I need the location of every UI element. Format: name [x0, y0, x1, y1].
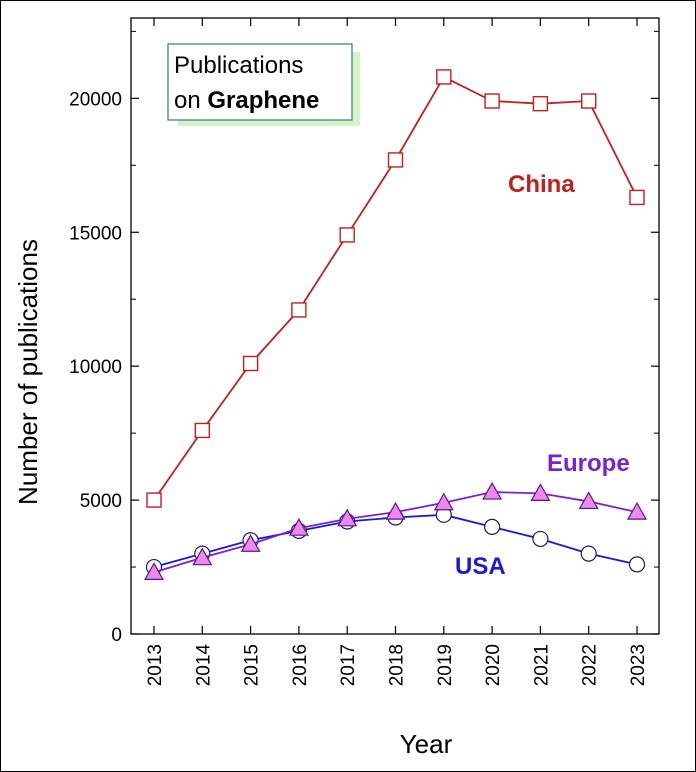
- title-box: [167, 43, 353, 121]
- y-tick-label: 0: [111, 625, 122, 646]
- x-tick-label: 2023: [628, 644, 649, 686]
- data-point-europe: [626, 501, 648, 520]
- data-point-europe: [337, 508, 358, 527]
- data-point-usa: [628, 556, 646, 573]
- data-point-china: [339, 227, 355, 243]
- title-line-2-prefix: on: [174, 87, 207, 114]
- y-tick-label: 15000: [69, 223, 122, 244]
- data-point-china: [629, 189, 645, 206]
- data-point-usa: [580, 545, 597, 562]
- plot-area: 0 5000 10000 15000 20000 2013 2014 2015 2016 2017…: [69, 17, 660, 687]
- data-point-europe: [288, 517, 309, 536]
- data-point-europe: [240, 534, 261, 552]
- data-point-china: [532, 96, 549, 112]
- data-point-europe: [433, 492, 454, 511]
- data-point-europe: [482, 481, 503, 500]
- x-tick-label: 2014: [193, 644, 214, 687]
- data-point-china: [242, 355, 259, 372]
- x-axis-title: Year: [400, 729, 453, 759]
- y-tick-label: 20000: [69, 89, 122, 110]
- data-point-europe: [530, 483, 551, 501]
- data-point-europe: [385, 501, 406, 520]
- x-tick-label: 2016: [290, 644, 311, 686]
- data-point-china: [146, 492, 162, 508]
- data-point-usa: [484, 518, 501, 535]
- x-tick-label: 2019: [435, 644, 456, 686]
- x-tick-label: 2017: [338, 644, 359, 686]
- title-line-2: on Graphene: [174, 87, 319, 114]
- series-label-europe: Europe: [547, 450, 630, 477]
- x-tick-label: 2013: [145, 644, 166, 686]
- title-line-1: Publications: [174, 52, 303, 79]
- x-tick-label: 2015: [242, 644, 263, 686]
- chart-title-box: Publications on Graphene: [167, 43, 360, 126]
- data-point-china: [291, 302, 307, 318]
- title-line-2-bold: Graphene: [207, 87, 319, 114]
- data-point-europe: [578, 491, 599, 510]
- series-line-china: [153, 75, 638, 501]
- data-point-europe: [192, 547, 213, 566]
- data-point-china: [436, 69, 452, 85]
- x-tick-label: 2022: [580, 644, 601, 686]
- data-point-china: [387, 152, 404, 168]
- series-label-usa: USA: [455, 553, 506, 580]
- y-tick-label: 5000: [80, 491, 122, 512]
- series-label-china: China: [508, 171, 575, 198]
- data-point-china: [581, 93, 597, 109]
- y-axis-title: Number of publications: [13, 239, 43, 505]
- x-tick-label: 2021: [531, 644, 552, 686]
- x-tick-label: 2018: [387, 644, 408, 686]
- y-tick-label: 10000: [69, 357, 122, 378]
- data-point-china: [484, 93, 500, 109]
- data-point-china: [194, 422, 211, 439]
- data-point-europe: [143, 562, 165, 581]
- data-point-usa: [532, 530, 549, 548]
- x-tick-label: 2020: [483, 644, 504, 686]
